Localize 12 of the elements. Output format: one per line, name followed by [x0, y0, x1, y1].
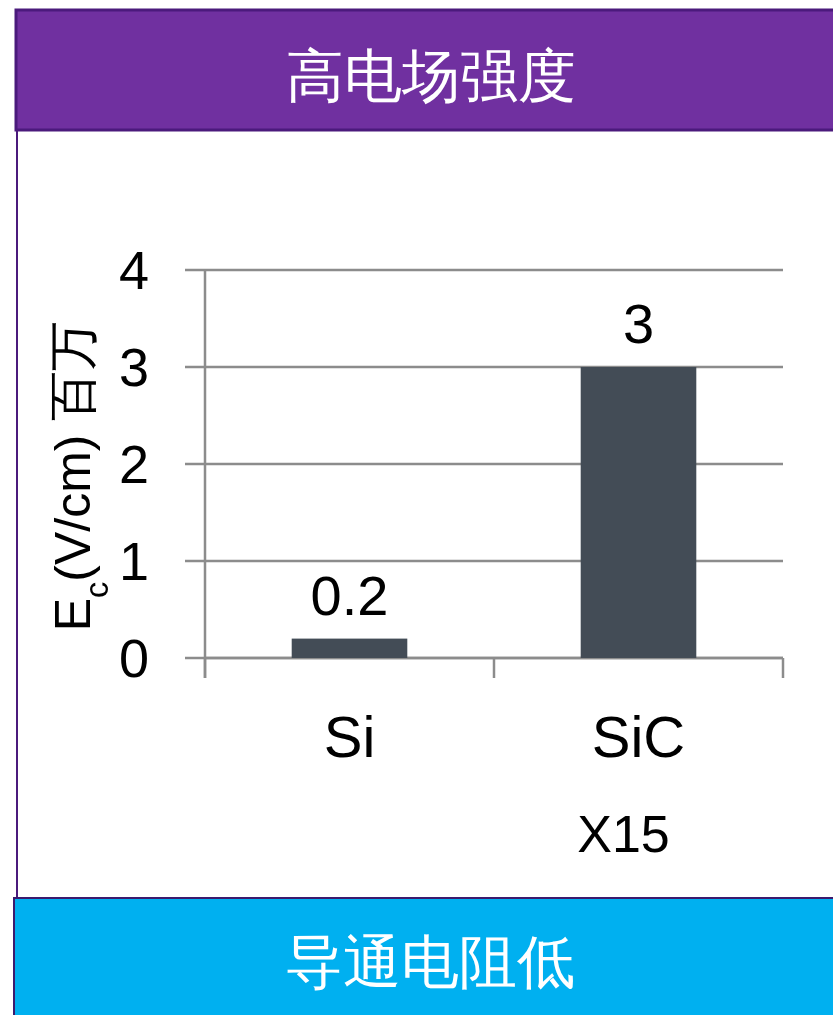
chart-title: 高电场强度: [286, 42, 576, 110]
y-tick-label: 4: [118, 240, 149, 300]
text: X15: [577, 805, 670, 863]
y-tick-label: 3: [118, 337, 149, 397]
data-label: 0.2: [310, 563, 389, 627]
y-tick-label: 2: [118, 434, 149, 494]
data-label: 3: [622, 292, 655, 355]
text: 导通电阻低: [285, 928, 575, 996]
x-tick-label: Si: [323, 704, 376, 769]
y-tick-label: 1: [118, 531, 149, 591]
y-tick-label: 0: [118, 628, 149, 688]
x-tick-label: SiC: [591, 704, 686, 769]
